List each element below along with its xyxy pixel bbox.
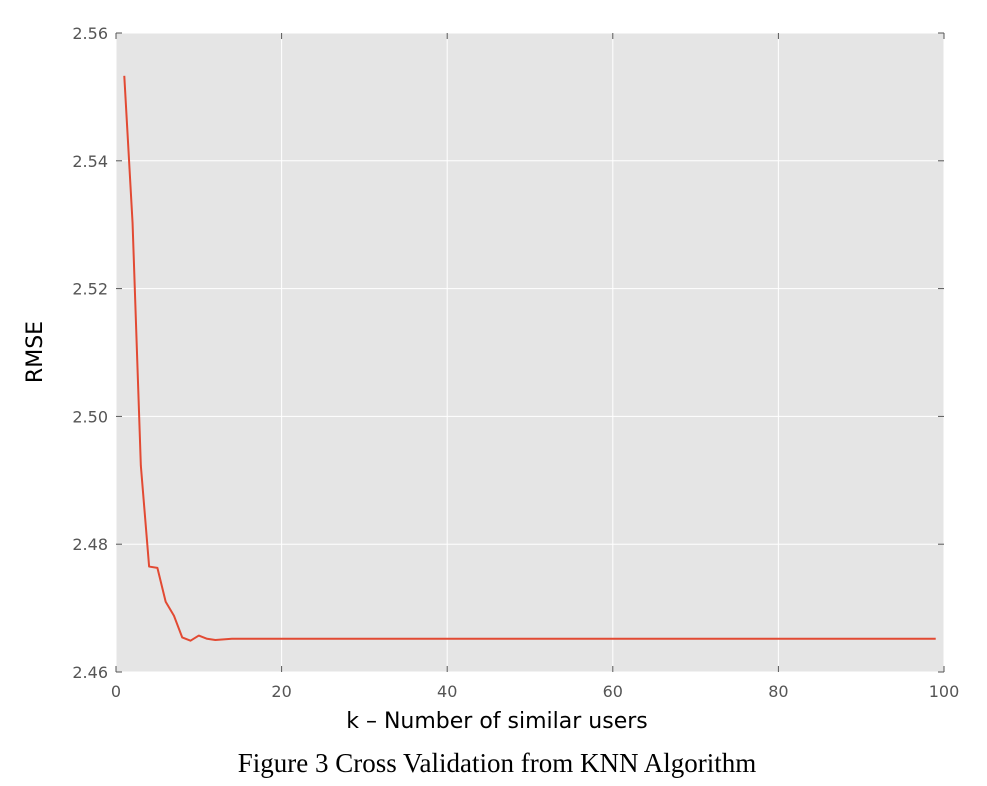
y-tick-label: 2.50 bbox=[72, 407, 108, 426]
plot-background bbox=[116, 33, 944, 672]
y-tick-label: 2.54 bbox=[72, 152, 108, 171]
series-line bbox=[123, 75, 936, 642]
figure-caption: Figure 3 Cross Validation from KNN Algor… bbox=[238, 748, 756, 778]
x-tick-label: 60 bbox=[603, 682, 623, 701]
y-tick-label: 2.48 bbox=[72, 535, 108, 554]
x-tick-label: 80 bbox=[768, 682, 788, 701]
y-tick-labels: 2.46 2.48 2.50 2.52 2.54 2.56 bbox=[72, 24, 108, 682]
x-axis-label: k – Number of similar users bbox=[346, 709, 648, 734]
x-tick-label: 0 bbox=[111, 682, 121, 701]
plot-frame bbox=[115, 32, 945, 673]
y-tick-label: 2.52 bbox=[72, 280, 108, 299]
x-tick-label: 100 bbox=[929, 682, 960, 701]
x-tick-labels: 0 20 40 60 80 100 bbox=[111, 682, 959, 701]
series-layer bbox=[123, 75, 936, 642]
x-tick-label: 40 bbox=[437, 682, 457, 701]
y-tick-label: 2.46 bbox=[72, 663, 108, 682]
tick-marks bbox=[115, 32, 945, 673]
y-tick-label: 2.56 bbox=[72, 24, 108, 43]
y-axis-label: RMSE bbox=[23, 321, 48, 383]
x-tick-label: 20 bbox=[271, 682, 291, 701]
